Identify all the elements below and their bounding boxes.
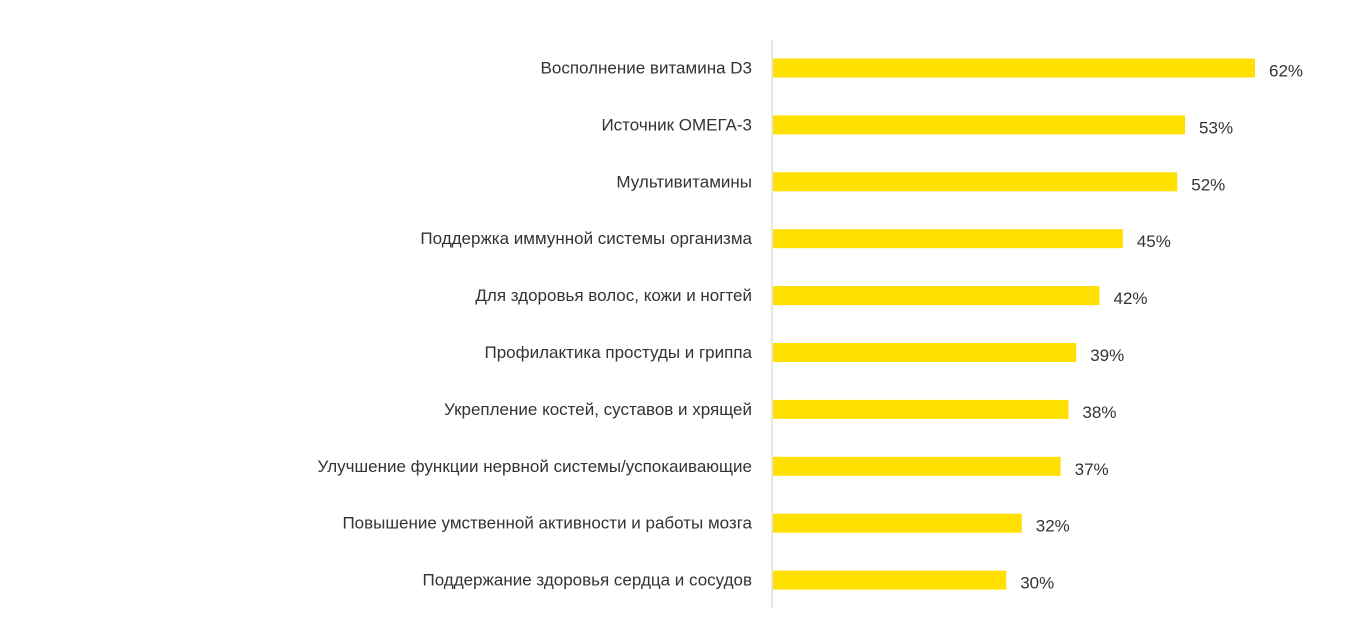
value-label: 32% <box>1036 517 1070 536</box>
category-labels: Восполнение витамина D3 Источник ОМЕГА-3 М… <box>318 59 753 590</box>
value-labels: 62% 53% 52% 45% 42% 39% 38% 37% 32% 30% <box>1020 62 1303 593</box>
bar <box>773 456 1061 476</box>
bar <box>773 229 1123 249</box>
category-label: Улучшение функции нервной системы/успока… <box>318 457 752 476</box>
bar <box>773 172 1178 192</box>
bar <box>773 58 1255 78</box>
bar <box>773 343 1077 362</box>
value-label: 62% <box>1269 62 1303 81</box>
value-label: 38% <box>1082 403 1116 422</box>
category-label: Укрепление костей, суставов и хрящей <box>444 400 752 419</box>
value-label: 42% <box>1114 289 1148 308</box>
bar <box>773 399 1069 419</box>
value-label: 45% <box>1137 232 1171 251</box>
value-label: 39% <box>1090 346 1124 365</box>
value-label: 53% <box>1199 118 1233 137</box>
bar <box>773 513 1022 533</box>
value-label: 30% <box>1020 574 1054 593</box>
category-label: Поддержание здоровья сердца и сосудов <box>422 571 752 590</box>
category-label: Повышение умственной активности и работы… <box>342 514 752 533</box>
bar <box>773 286 1100 306</box>
category-label: Для здоровья волос, кожи и ногтей <box>475 286 752 305</box>
category-label: Источник ОМЕГА-3 <box>601 115 752 134</box>
category-label: Поддержка иммунной системы организма <box>420 229 752 248</box>
bar <box>773 115 1186 135</box>
value-label: 52% <box>1191 175 1225 194</box>
bars <box>773 58 1255 590</box>
value-label: 37% <box>1075 460 1109 479</box>
category-label: Мультивитамины <box>616 172 752 191</box>
bar <box>773 570 1007 590</box>
category-label: Профилактика простуды и гриппа <box>484 343 752 362</box>
category-label: Восполнение витамина D3 <box>541 59 752 78</box>
